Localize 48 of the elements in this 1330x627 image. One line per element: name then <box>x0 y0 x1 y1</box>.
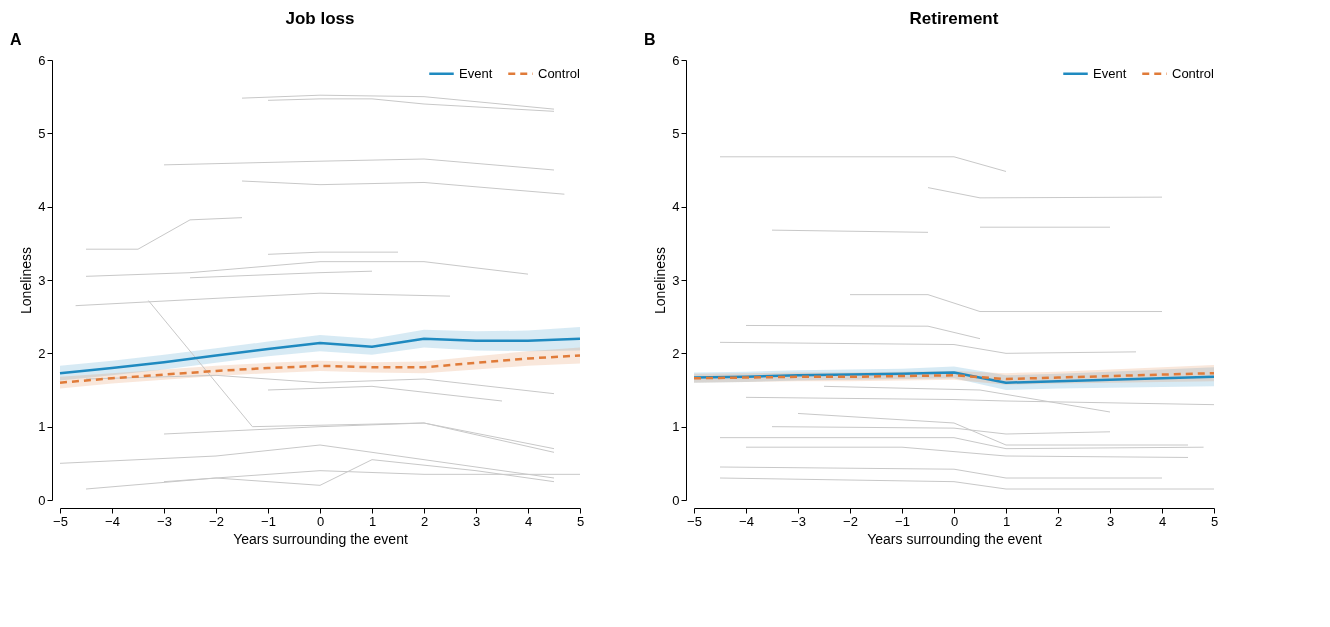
x-tick-label: −4 <box>739 513 754 529</box>
x-tick-label: 5 <box>576 513 585 529</box>
x-tick-label: 2 <box>1054 513 1063 529</box>
x-tick-label: 3 <box>1106 513 1115 529</box>
y-tick-label: 6 <box>38 52 46 68</box>
y-tick-label: 0 <box>672 492 680 508</box>
x-tick-label: −2 <box>209 513 224 529</box>
y-tick-label: 4 <box>38 199 46 215</box>
x-axis-title: Years surrounding the event <box>867 530 1042 547</box>
x-tick-label: 4 <box>524 513 533 529</box>
x-tick-label: 0 <box>950 513 959 529</box>
x-axis-title: Years surrounding the event <box>233 530 408 547</box>
y-tick-label: 4 <box>672 199 680 215</box>
chart-title: Job loss <box>285 9 355 28</box>
legend-label: Event <box>459 65 493 81</box>
x-tick-label: −1 <box>261 513 276 529</box>
y-axis-title: Loneliness <box>652 247 669 314</box>
x-tick-label: 1 <box>1002 513 1011 529</box>
y-tick-label: 2 <box>672 345 680 361</box>
y-tick-label: 2 <box>38 345 46 361</box>
y-tick-label: 0 <box>38 492 46 508</box>
text: A <box>10 31 22 48</box>
x-tick-label: 1 <box>368 513 377 529</box>
chart-title: Retirement <box>909 9 999 28</box>
x-tick-label: 4 <box>1158 513 1167 529</box>
y-tick-label: 3 <box>672 272 680 288</box>
y-tick-label: 1 <box>38 419 46 435</box>
text: B <box>644 31 656 48</box>
legend-label: Control <box>538 65 581 81</box>
legend-label: Event <box>1093 65 1127 81</box>
x-tick-label: −1 <box>895 513 910 529</box>
y-tick-label: 6 <box>672 52 680 68</box>
y-tick-label: 3 <box>38 272 46 288</box>
x-tick-label: −3 <box>791 513 806 529</box>
x-tick-label: 2 <box>420 513 429 529</box>
y-tick-label: 5 <box>672 125 680 141</box>
x-tick-label: −4 <box>105 513 120 529</box>
x-tick-label: 5 <box>1210 513 1219 529</box>
x-tick-label: −5 <box>687 513 702 529</box>
x-tick-label: 3 <box>472 513 481 529</box>
y-axis-title: Loneliness <box>18 247 35 314</box>
legend-label: Control <box>1172 65 1215 81</box>
x-tick-label: 0 <box>316 513 325 529</box>
y-tick-label: 5 <box>38 125 46 141</box>
x-tick-label: −2 <box>843 513 858 529</box>
x-tick-label: −5 <box>53 513 68 529</box>
y-tick-label: 1 <box>672 419 680 435</box>
x-tick-label: −3 <box>157 513 172 529</box>
